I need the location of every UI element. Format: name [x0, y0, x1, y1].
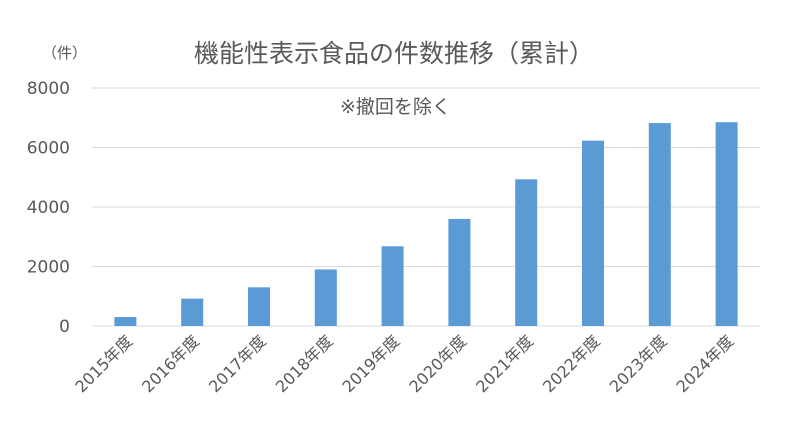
- bar: [181, 298, 204, 326]
- x-tick-label: 2019年度: [339, 331, 404, 396]
- y-tick-label: 8000: [27, 79, 70, 99]
- gridlines: [92, 87, 760, 327]
- bars: [114, 122, 738, 327]
- y-tick-label: 0: [59, 317, 70, 337]
- x-tick-label: 2018年度: [272, 331, 337, 396]
- x-tick-label: 2017年度: [205, 331, 270, 396]
- x-tick-label: 2015年度: [71, 331, 136, 396]
- x-axis-ticks: 2015年度 2016年度 2017年度 2018年度 2019年度 2020年度 2021…: [71, 331, 737, 396]
- bar: [248, 287, 270, 326]
- bar: [448, 218, 471, 326]
- x-tick-label: 2020年度: [405, 331, 470, 396]
- x-tick-label: 2021年度: [472, 331, 537, 396]
- bar: [582, 140, 604, 326]
- y-tick-label: 4000: [27, 198, 70, 218]
- bar: [648, 123, 671, 326]
- chart-annotation: ※撤回を除く: [340, 96, 451, 118]
- x-tick-label: 2016年度: [138, 331, 203, 396]
- y-axis-unit: （件）: [42, 44, 88, 62]
- y-tick-label: 6000: [27, 139, 70, 159]
- chart-title: 機能性表示食品の件数推移（累計）: [193, 39, 594, 68]
- x-tick-label: 2023年度: [606, 331, 671, 396]
- y-tick-label: 2000: [27, 258, 70, 278]
- bar: [114, 317, 137, 326]
- x-tick-label: 2022年度: [539, 331, 604, 396]
- bar: [515, 179, 538, 326]
- bar: [381, 246, 404, 326]
- y-axis-ticks: 0 2000 4000 6000 8000: [27, 79, 70, 337]
- bar: [314, 269, 337, 326]
- bar: [715, 122, 738, 327]
- x-tick-label: 2024年度: [673, 331, 738, 396]
